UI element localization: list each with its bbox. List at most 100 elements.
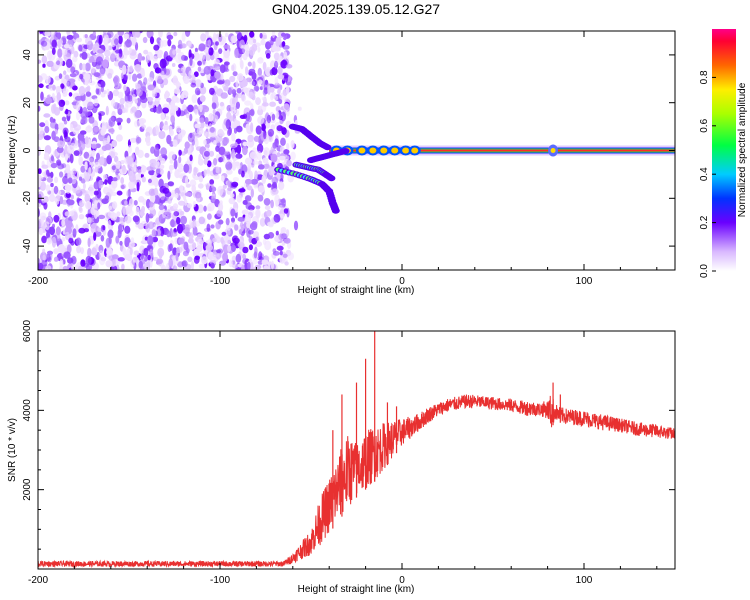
noise-speckle [227, 129, 231, 136]
noise-speckle [97, 214, 106, 220]
noise-speckle [214, 59, 220, 65]
noise-speckle [273, 46, 281, 52]
noise-speckle [107, 72, 113, 79]
noise-speckle [209, 126, 215, 133]
noise-speckle [46, 169, 50, 176]
noise-speckle [87, 247, 92, 258]
noise-speckle [268, 165, 275, 176]
noise-speckle [261, 259, 269, 265]
noise-speckle [191, 94, 198, 104]
snr-marks [38, 331, 675, 569]
noise-speckle [66, 187, 71, 194]
noise-speckle [203, 169, 207, 177]
noise-speckle [242, 253, 247, 260]
noise-speckle [156, 258, 164, 265]
noise-speckle [161, 70, 165, 80]
noise-speckle [180, 215, 188, 225]
spectrogram-xlabel: Height of straight line (km) [298, 285, 415, 296]
noise-speckle [105, 237, 111, 248]
noise-speckle [218, 219, 224, 225]
noise-speckle [110, 115, 117, 122]
noise-speckle [46, 60, 54, 67]
noise-speckle [100, 257, 107, 262]
noise-speckle [220, 236, 224, 245]
noise-speckle [124, 237, 131, 246]
noise-speckle [145, 136, 151, 143]
noise-speckle [215, 145, 220, 152]
noise-speckle [271, 188, 279, 195]
noise-speckle [172, 75, 178, 86]
noise-speckle [194, 109, 199, 115]
noise-speckle [46, 176, 54, 183]
noise-speckle [208, 113, 214, 122]
noise-speckle [38, 83, 44, 88]
noise-speckle [93, 181, 100, 190]
noise-speckle [147, 100, 156, 109]
noise-speckle [243, 171, 250, 179]
noise-speckle [162, 124, 170, 131]
noise-speckle [164, 90, 170, 98]
noise-speckle [187, 256, 193, 263]
noise-speckle [210, 69, 215, 77]
noise-speckle [170, 231, 178, 237]
noise-speckle [235, 253, 242, 263]
noise-speckle [169, 159, 174, 164]
noise-speckle [227, 186, 233, 192]
noise-speckle [192, 51, 200, 61]
noise-speckle [78, 214, 85, 220]
noise-speckle [212, 109, 216, 115]
noise-speckle [158, 31, 163, 38]
noise-speckle [238, 188, 246, 193]
x-tick-label: -100 [210, 575, 230, 586]
noise-speckle [263, 129, 267, 140]
noise-speckle [159, 58, 167, 69]
noise-speckle [255, 97, 261, 106]
noise-speckle [39, 181, 47, 191]
colorbar: 0.0 0.2 0.4 0.6 0.8 Normalized spectral ampl… [699, 29, 748, 278]
noise-speckle [178, 129, 186, 136]
noise-speckle [234, 94, 238, 104]
trace-blob [327, 175, 336, 182]
noise-speckle [111, 180, 118, 189]
colorbar-tick-label: 0.2 [699, 215, 710, 229]
noise-speckle [40, 91, 44, 101]
noise-speckle [257, 57, 264, 64]
noise-speckle [67, 257, 74, 264]
noise-speckle [172, 139, 178, 147]
noise-speckle [261, 174, 267, 184]
noise-speckle [258, 185, 265, 193]
noise-speckle [89, 156, 95, 163]
noise-speckle [118, 124, 123, 131]
noise-speckle [147, 77, 154, 83]
noise-speckle [136, 181, 140, 192]
noise-speckle [175, 125, 181, 133]
noise-speckle [215, 51, 219, 59]
noise-speckle [131, 36, 137, 46]
noise-speckle [75, 37, 83, 43]
noise-speckle [136, 136, 142, 144]
noise-speckle [222, 184, 227, 189]
noise-speckle [38, 105, 41, 112]
noise-speckle [124, 215, 132, 224]
noise-speckle [207, 213, 212, 220]
noise-speckle [194, 123, 201, 129]
noise-speckle [249, 170, 253, 180]
noise-speckle [149, 158, 157, 168]
noise-speckle [222, 83, 229, 89]
noise-speckle [51, 236, 57, 247]
noise-speckle [53, 256, 59, 262]
noise-speckle [189, 113, 193, 122]
noise-speckle [44, 126, 50, 134]
noise-speckle [229, 75, 236, 83]
noise-speckle [210, 198, 218, 204]
noise-speckle [181, 54, 187, 61]
noise-speckle [53, 103, 57, 112]
noise-speckle [165, 209, 171, 217]
noise-speckle [197, 60, 203, 66]
noise-speckle [68, 92, 73, 97]
noise-speckle [91, 247, 97, 256]
noise-speckle [206, 182, 211, 191]
noise-speckle [192, 248, 200, 258]
noise-speckle [273, 214, 281, 223]
noise-speckle [248, 244, 253, 251]
